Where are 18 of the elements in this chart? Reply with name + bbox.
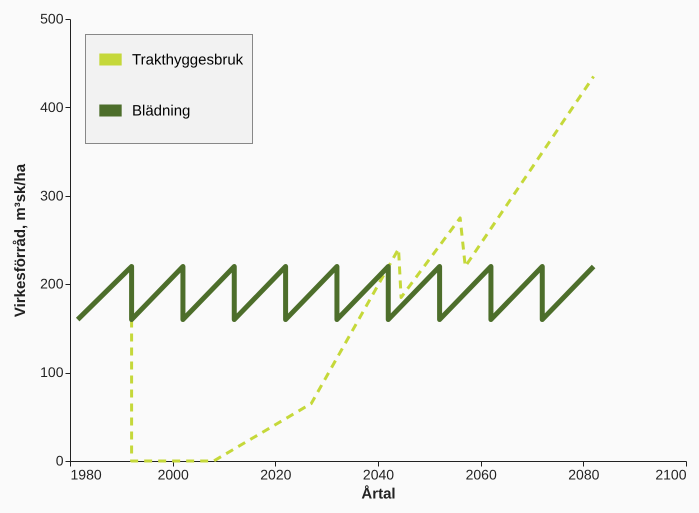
y-tick-label: 200 bbox=[40, 276, 64, 292]
x-tick-label: 2080 bbox=[568, 466, 600, 482]
legend-label: Trakthyggesbruk bbox=[132, 52, 244, 68]
x-tick-label: 2040 bbox=[362, 466, 394, 482]
x-tick-label: 2100 bbox=[655, 466, 687, 482]
y-tick-label: 500 bbox=[40, 10, 64, 26]
y-tick-label: 0 bbox=[56, 452, 64, 468]
x-tick-label: 1980 bbox=[70, 466, 102, 482]
x-tick-label: 2000 bbox=[158, 466, 189, 482]
y-axis-title: Virkesförråd, m³sk/ha bbox=[12, 163, 30, 318]
y-tick-label: 300 bbox=[40, 187, 64, 204]
line-series bbox=[130, 74, 596, 462]
y-tick-label: 400 bbox=[40, 98, 64, 115]
y-tick-label: 100 bbox=[40, 364, 64, 380]
x-axis-title: Årtal bbox=[361, 484, 396, 502]
legend-label: Blädning bbox=[132, 102, 190, 120]
x-tick-label: 2060 bbox=[466, 466, 497, 482]
x-tick-label: 2020 bbox=[260, 466, 292, 482]
